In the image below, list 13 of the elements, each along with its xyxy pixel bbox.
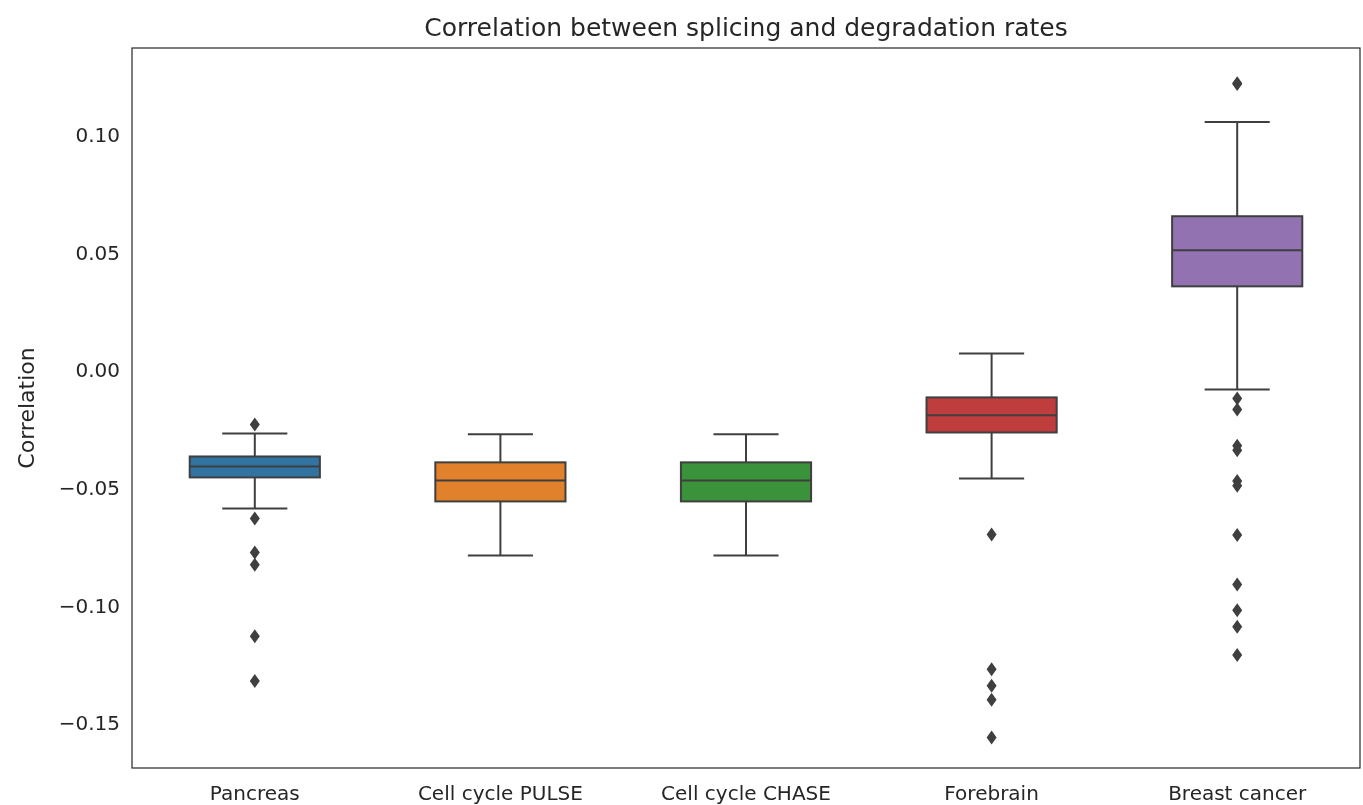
y-tick-label: 0.05 [75, 240, 120, 265]
y-tick-label: −0.10 [58, 593, 120, 618]
x-tick-label: Cell cycle PULSE [417, 781, 583, 805]
chart-title: Correlation between splicing and degradation rates [424, 13, 1068, 42]
x-tick-label: Pancreas [209, 781, 300, 805]
y-axis-title: Correlation [14, 347, 39, 469]
x-tick-label: Cell cycle CHASE [661, 781, 831, 805]
x-tick-label: Forebrain [944, 781, 1039, 805]
x-tick-label: Breast cancer [1168, 781, 1308, 805]
y-tick-label: 0.10 [75, 123, 120, 148]
y-tick-label: 0.00 [75, 358, 120, 383]
y-tick-label: −0.15 [58, 711, 120, 736]
y-tick-label: −0.05 [58, 476, 120, 500]
